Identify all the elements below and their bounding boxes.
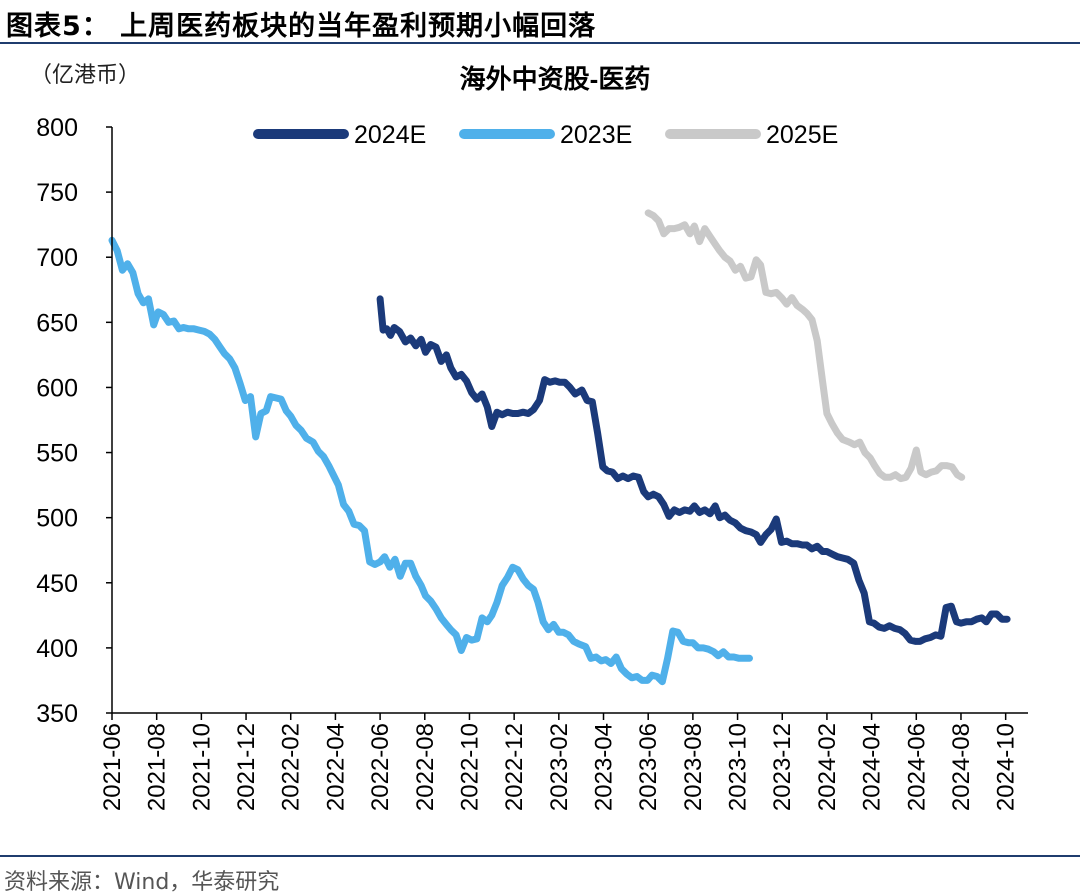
y-tick-label: 750 [36, 179, 78, 207]
x-axis: 2021-06 2021-08 2021-10 2021-12 2022-02 2022-… [99, 712, 1028, 811]
x-tick-label: 2023-06 [635, 723, 662, 811]
x-tick-label: 2022-12 [501, 723, 528, 811]
x-tick-label: 2024-04 [859, 723, 886, 811]
y-tick-label: 450 [36, 570, 78, 598]
x-tick-label: 2022-06 [367, 723, 394, 811]
series-line-2025E [644, 209, 966, 483]
legend-label-2024E: 2024E [354, 121, 426, 149]
x-tick-label: 2024-10 [993, 723, 1020, 811]
x-tick-label: 2022-04 [322, 723, 349, 811]
legend-label-2025E: 2025E [766, 121, 838, 149]
legend: 2024E 2023E 2025E [253, 121, 838, 149]
x-tick-label: 2023-12 [769, 723, 796, 811]
y-axis: 350 400 450 500 550 600 650 700 750 800 [36, 114, 113, 728]
x-tick-label: 2023-04 [591, 723, 618, 811]
y-tick-label: 400 [36, 635, 78, 663]
x-tick-label: 2023-10 [725, 723, 752, 811]
y-tick-label: 550 [36, 440, 78, 468]
figure-header: 图表5： 上周医药板块的当年盈利预期小幅回落 [0, 0, 1080, 44]
y-tick-label: 650 [36, 309, 78, 337]
x-tick-label: 2021-10 [188, 723, 215, 811]
legend-label-2023E: 2023E [560, 121, 632, 149]
line-chart: （亿港币） 海外中资股-医药 2024E 2023E 2025E 350 400 450… [30, 62, 1028, 811]
y-tick-label: 350 [36, 700, 78, 728]
x-tick-label: 2021-08 [144, 723, 171, 811]
figure-title: 图表5： 上周医药板块的当年盈利预期小幅回落 [6, 11, 597, 42]
y-tick-label: 500 [36, 505, 78, 533]
series-line-2024E [376, 295, 1011, 645]
chart-title: 海外中资股-医药 [460, 64, 651, 94]
x-tick-label: 2023-08 [680, 723, 707, 811]
x-tick-label: 2022-08 [412, 723, 439, 811]
plot-area [108, 209, 1011, 686]
footer-rule [0, 855, 1080, 857]
x-tick-label: 2023-02 [546, 723, 573, 811]
unit-label: （亿港币） [30, 62, 140, 87]
x-tick-label: 2024-06 [903, 723, 930, 811]
y-tick-label: 700 [36, 244, 78, 272]
x-tick-label: 2024-02 [814, 723, 841, 811]
y-tick-label: 600 [36, 374, 78, 402]
x-tick-label: 2021-06 [99, 723, 126, 811]
header-rule [0, 42, 1080, 44]
x-tick-label: 2021-12 [233, 723, 260, 811]
x-tick-label: 2022-02 [278, 723, 305, 811]
source-note: 资料来源：Wind，华泰研究 [4, 870, 280, 895]
x-tick-label: 2024-08 [948, 723, 975, 811]
series-line-2023E [108, 236, 753, 686]
x-tick-label: 2022-10 [456, 723, 483, 811]
y-tick-label: 800 [36, 114, 78, 142]
